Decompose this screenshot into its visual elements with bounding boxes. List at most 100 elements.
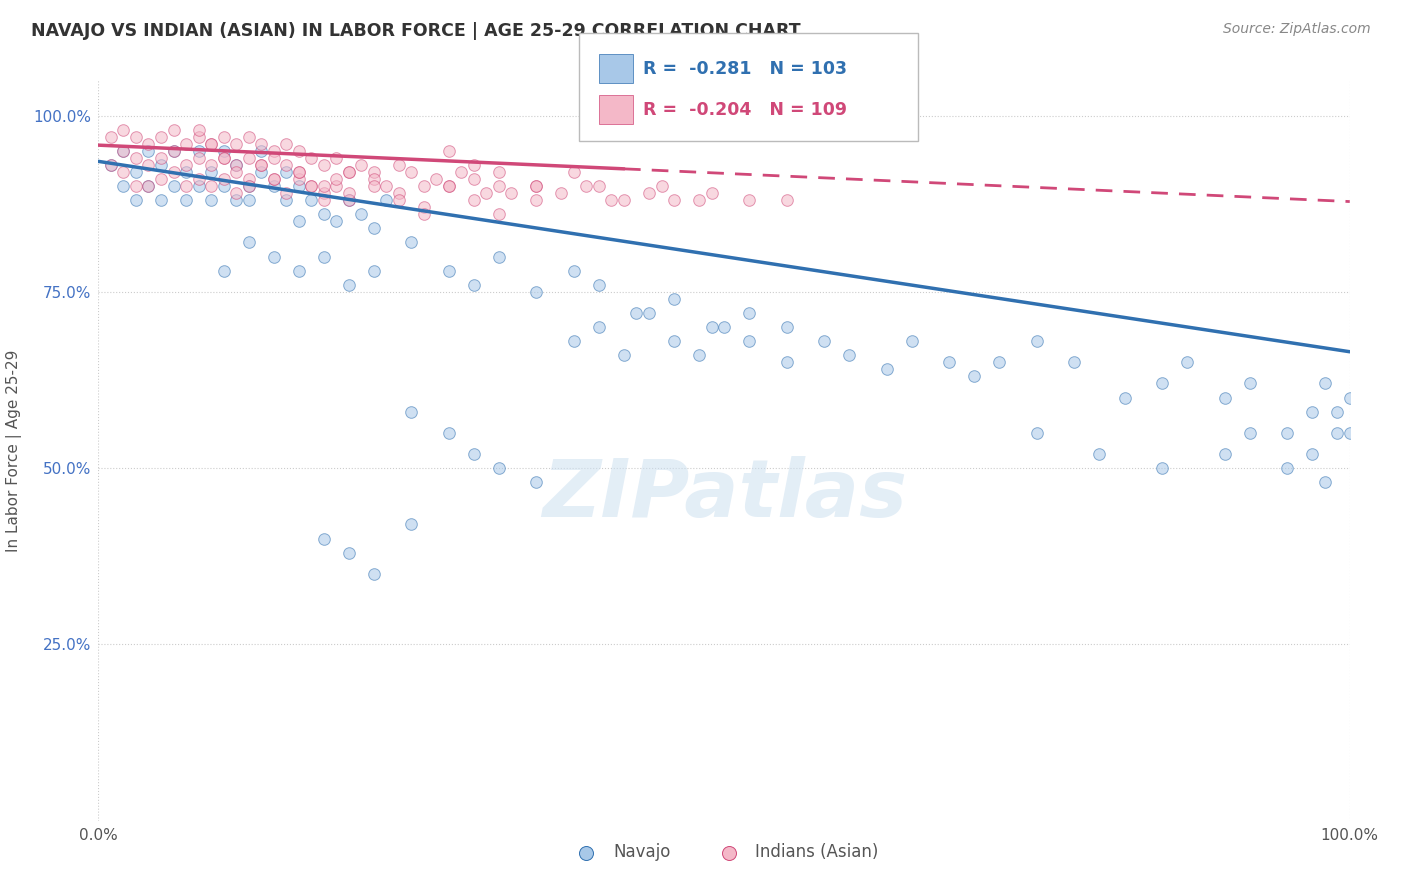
Point (662, 193, 685, 207)
Point (238, 172, 260, 186)
Point (200, 136, 222, 151)
Point (363, 566, 385, 581)
Point (550, 186, 572, 200)
Point (238, 179, 260, 194)
Point (1326, 405, 1348, 419)
Point (187, 151, 209, 165)
Point (200, 136, 222, 151)
Point (225, 165, 247, 179)
Point (363, 172, 385, 186)
Point (1326, 425, 1348, 440)
Point (463, 172, 485, 186)
Point (562, 334, 585, 348)
Point (388, 158, 411, 172)
Point (1114, 391, 1136, 405)
Point (299, 179, 322, 194)
Point (638, 306, 661, 320)
Point (325, 214, 347, 228)
Point (776, 320, 799, 334)
Point (125, 165, 148, 179)
Point (600, 193, 623, 207)
Point (776, 193, 799, 207)
Point (437, 179, 460, 194)
Point (274, 158, 298, 172)
Legend: Navajo, Indians (Asian): Navajo, Indians (Asian) (562, 837, 886, 868)
Point (200, 165, 222, 179)
Text: R =  -0.204   N = 109: R = -0.204 N = 109 (643, 101, 846, 119)
Point (1175, 355, 1198, 369)
Point (662, 334, 685, 348)
Point (388, 186, 411, 200)
Point (212, 263, 235, 277)
Point (299, 151, 322, 165)
Point (337, 277, 360, 292)
Point (1213, 391, 1236, 405)
Point (212, 179, 235, 194)
Point (312, 186, 335, 200)
Point (112, 144, 135, 158)
Point (200, 193, 222, 207)
Point (450, 165, 472, 179)
Point (588, 277, 610, 292)
Point (162, 122, 184, 136)
Point (613, 193, 636, 207)
Point (337, 186, 360, 200)
Point (350, 207, 373, 221)
Point (588, 320, 610, 334)
Point (363, 179, 385, 194)
Point (900, 334, 922, 348)
Point (312, 179, 335, 194)
Point (700, 186, 723, 200)
Point (138, 144, 160, 158)
Point (162, 179, 184, 194)
Point (174, 193, 197, 207)
Point (463, 158, 485, 172)
Point (988, 355, 1011, 369)
Point (488, 165, 510, 179)
Point (488, 207, 510, 221)
Point (1277, 461, 1299, 475)
Point (238, 129, 260, 144)
Point (274, 165, 298, 179)
Point (401, 235, 423, 250)
Point (524, 475, 547, 490)
Text: Source: ZipAtlas.com: Source: ZipAtlas.com (1223, 22, 1371, 37)
Point (524, 179, 547, 194)
Point (212, 172, 235, 186)
Point (575, 179, 598, 194)
Point (1088, 447, 1111, 461)
Point (263, 179, 285, 194)
Point (187, 172, 209, 186)
Point (287, 165, 309, 179)
Point (1301, 405, 1323, 419)
Point (1063, 355, 1085, 369)
Point (312, 158, 335, 172)
Point (299, 179, 322, 194)
Point (337, 193, 360, 207)
Point (337, 165, 360, 179)
Point (363, 165, 385, 179)
Point (524, 193, 547, 207)
Point (938, 355, 960, 369)
Point (437, 144, 460, 158)
Text: R =  -0.281   N = 103: R = -0.281 N = 103 (643, 60, 846, 78)
Point (250, 165, 273, 179)
Point (437, 425, 460, 440)
Point (1026, 334, 1049, 348)
Point (776, 355, 799, 369)
Point (401, 517, 423, 532)
Point (150, 129, 173, 144)
Point (337, 165, 360, 179)
Point (250, 158, 273, 172)
Point (375, 179, 398, 194)
Point (150, 193, 173, 207)
Point (1150, 376, 1173, 391)
Point (162, 144, 184, 158)
Point (813, 334, 835, 348)
Point (125, 129, 148, 144)
Point (662, 292, 685, 306)
Y-axis label: In Labor Force | Age 25-29: In Labor Force | Age 25-29 (7, 350, 22, 551)
Point (200, 158, 222, 172)
Point (401, 165, 423, 179)
Point (150, 172, 173, 186)
